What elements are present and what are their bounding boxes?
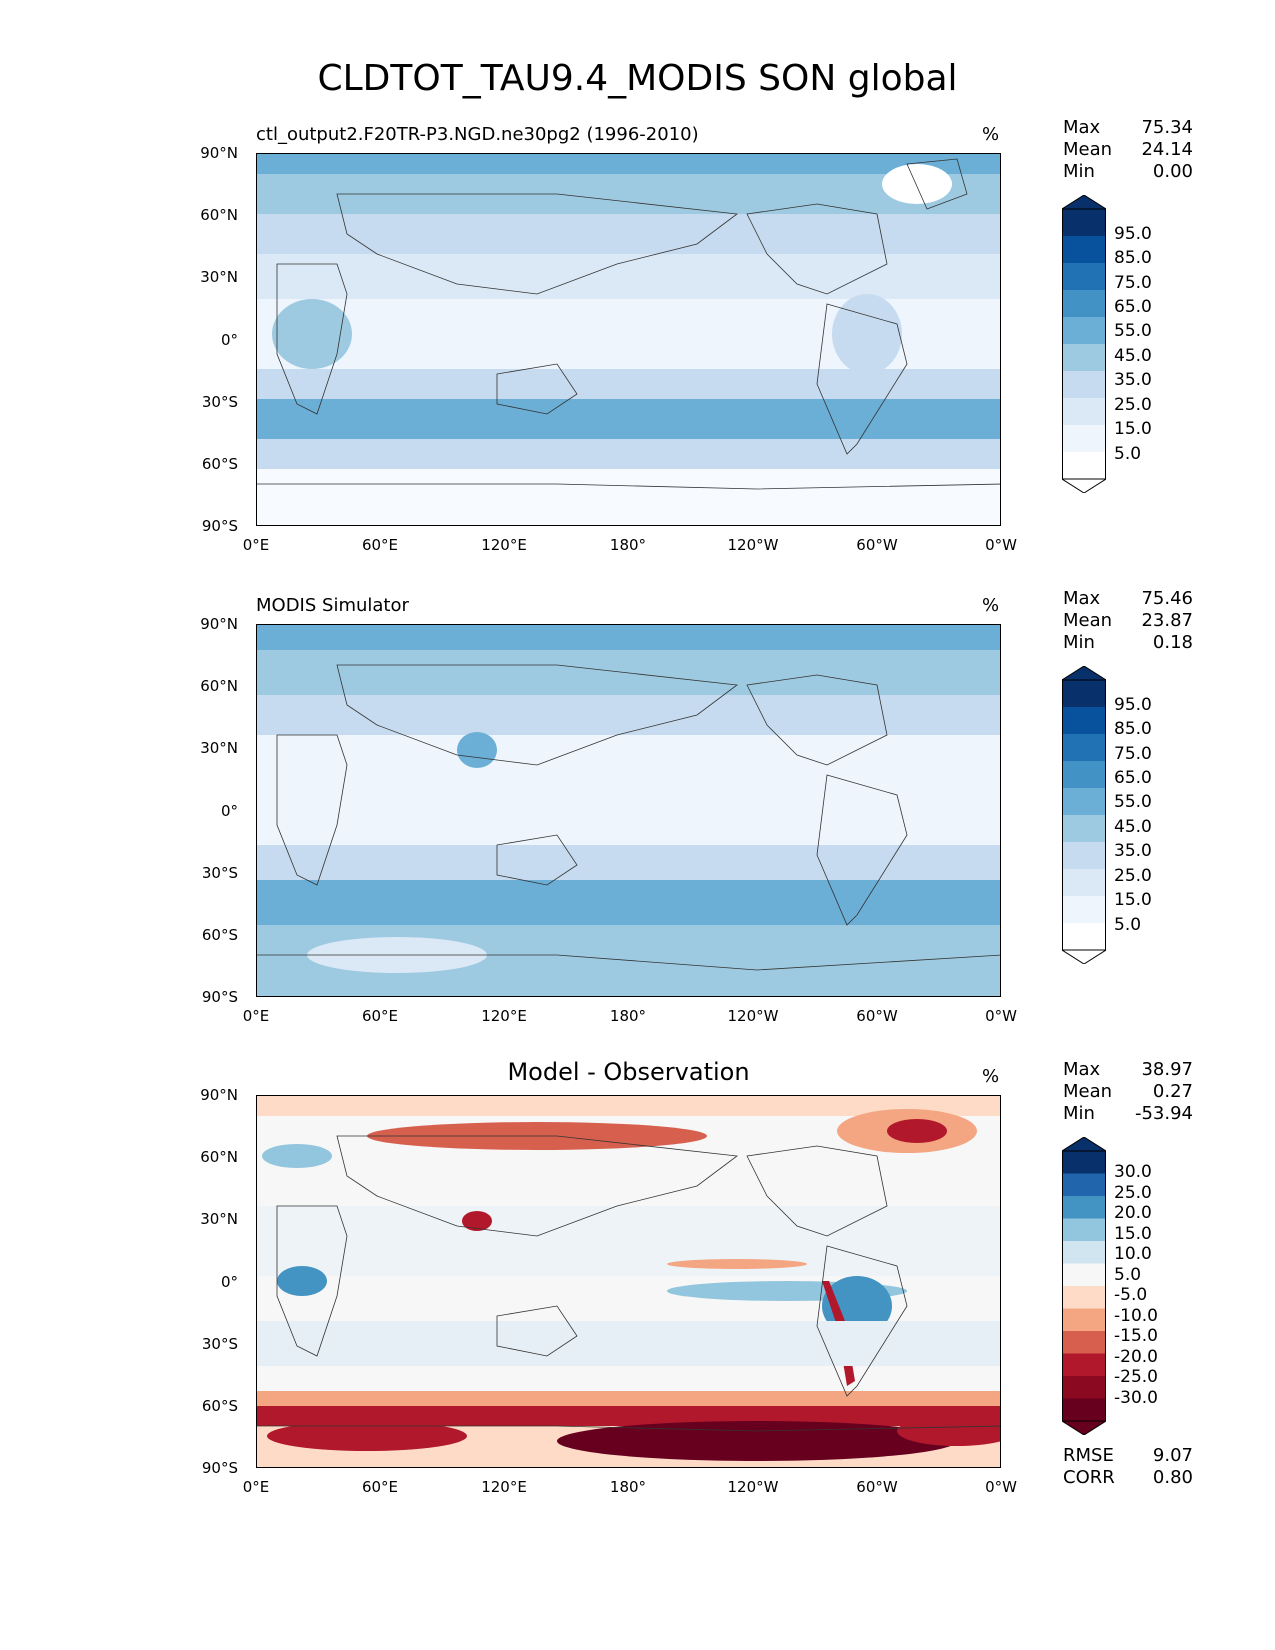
colorbar-segment [1062, 317, 1106, 344]
colorbar-segment [1062, 923, 1106, 950]
colorbar-segment [1062, 1331, 1106, 1354]
colorbar-segment [1062, 1398, 1106, 1421]
colorbar-segment [1062, 371, 1106, 398]
panel3-colorbar [1062, 1137, 1106, 1435]
colorbar-segment [1062, 1173, 1106, 1196]
colorbar-segment [1062, 869, 1106, 896]
figure-title: CLDTOT_TAU9.4_MODIS SON global [317, 58, 958, 99]
panel1-units: % [982, 124, 1000, 145]
colorbar-segment [1062, 1353, 1106, 1376]
colorbar-segment [1062, 734, 1106, 761]
colorbar-segment [1062, 1241, 1106, 1264]
panel3-units: % [982, 1066, 1000, 1087]
panel2-stats: Max 75.46 Mean 23.87 Min 0.18 [1063, 588, 1193, 653]
colorbar-segment [1062, 815, 1106, 842]
panel2-title: MODIS Simulator [256, 595, 409, 616]
colorbar-segment [1062, 1151, 1106, 1174]
colorbar-segment [1062, 1286, 1106, 1309]
colorbar-segment [1062, 842, 1106, 869]
colorbar-segment [1062, 896, 1106, 923]
colorbar-segment [1062, 1218, 1106, 1241]
colorbar-segment [1062, 788, 1106, 815]
colorbar-segment [1062, 236, 1106, 263]
colorbar-segment [1062, 1196, 1106, 1219]
panel2-units: % [982, 595, 1000, 616]
colorbar-segment [1062, 263, 1106, 290]
colorbar-segment [1062, 290, 1106, 317]
colorbar-segment [1062, 1263, 1106, 1286]
colorbar-segment [1062, 425, 1106, 452]
colorbar-segment [1062, 209, 1106, 236]
panel3-stats: Max 38.97 Mean 0.27 Min -53.94 [1063, 1059, 1193, 1124]
panel2-map [256, 624, 1001, 997]
panel1-stats: Max 75.34 Mean 24.14 Min 0.00 [1063, 117, 1193, 182]
colorbar-segment [1062, 344, 1106, 371]
panel1-colorbar [1062, 195, 1106, 493]
panel1-map [256, 153, 1001, 526]
colorbar-segment [1062, 452, 1106, 479]
panel1-title: ctl_output2.F20TR-P3.NGD.ne30pg2 (1996-2… [256, 124, 699, 145]
panel3-error-stats: RMSE 9.07 CORR 0.80 [1063, 1445, 1193, 1488]
panel3-map [256, 1095, 1001, 1468]
colorbar-segment [1062, 680, 1106, 707]
colorbar-segment [1062, 1308, 1106, 1331]
panel2-colorbar [1062, 666, 1106, 964]
colorbar-segment [1062, 398, 1106, 425]
colorbar-segment [1062, 1376, 1106, 1399]
panel3-title: Model - Observation [507, 1058, 750, 1086]
colorbar-segment [1062, 761, 1106, 788]
colorbar-segment [1062, 707, 1106, 734]
